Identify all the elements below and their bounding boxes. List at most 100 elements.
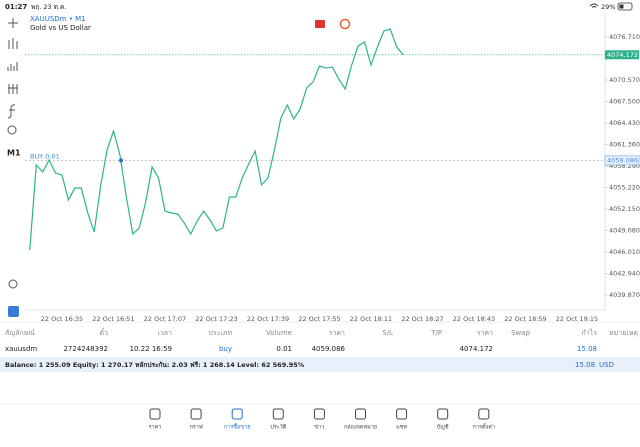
tab-icon <box>272 408 284 420</box>
column-header: T/P <box>430 329 442 337</box>
tab[interactable]: ข่าว <box>313 408 325 431</box>
y-tick-label: 4058.290 <box>609 162 640 170</box>
entry-marker <box>119 158 123 163</box>
column-header: เวลา <box>157 329 172 337</box>
y-tick-label: 4042.940 <box>609 270 640 278</box>
toolbar <box>7 18 18 289</box>
order-label: BUY 0.01 <box>30 152 60 160</box>
order-price-label: 4059.086 <box>607 156 638 164</box>
tab-icon <box>478 408 490 420</box>
objects-tool[interactable] <box>7 125 17 135</box>
indicators-tool[interactable] <box>7 62 18 71</box>
x-tick-label: 22 Oct 17:23 <box>195 315 237 323</box>
table-cell: 10.22 16:59 <box>130 345 172 353</box>
x-tick-label: 22 Oct 18:59 <box>504 315 546 323</box>
x-tick-label: 22 Oct 16:35 <box>41 315 83 323</box>
tab-label: ข่าว <box>314 425 324 431</box>
column-header: หมายเหตุ <box>609 329 638 337</box>
x-tick-label: 22 Oct 17:39 <box>247 315 289 323</box>
tab-label: ราคา <box>149 425 162 431</box>
function-tool[interactable] <box>7 104 16 119</box>
tab[interactable]: การซื้อขาย <box>224 408 250 431</box>
tab[interactable]: บัญชี <box>437 408 449 431</box>
y-tick-label: 4067.500 <box>609 98 640 106</box>
tab-label: การซื้อขาย <box>224 423 250 431</box>
crosshair-tool[interactable] <box>8 18 18 28</box>
table-cell: 15.08 <box>577 345 597 353</box>
tab-icon <box>190 408 202 420</box>
tab[interactable]: กล่องจดหมาย <box>344 408 377 431</box>
chart-title: XAUUSDm • M1 <box>30 15 86 23</box>
x-tick-label: 22 Oct 18:43 <box>453 315 495 323</box>
candles-tool[interactable] <box>8 38 18 49</box>
column-header: Swap <box>511 329 530 337</box>
one-click-icon[interactable] <box>315 20 325 28</box>
column-header: ตั๋ว <box>100 328 109 337</box>
price-box <box>605 50 639 60</box>
y-tick-label: 4049.080 <box>609 227 640 235</box>
tab-icon <box>149 408 161 420</box>
tab[interactable]: แชท <box>396 408 408 431</box>
y-tick-label: 4052.150 <box>609 205 640 213</box>
account-row <box>0 357 640 372</box>
bars-tool[interactable] <box>8 84 18 94</box>
battery-icon <box>617 2 633 11</box>
y-tick-label: 4055.220 <box>609 184 640 192</box>
chart-subtitle: Gold vs US Dollar <box>30 24 91 32</box>
tab[interactable]: ประวัติ <box>270 408 287 431</box>
table-cell: buy <box>219 345 232 353</box>
x-tick-label: 22 Oct 18:11 <box>350 315 392 323</box>
tab-label: แชท <box>396 424 407 431</box>
tab-label: ประวัติ <box>270 424 286 431</box>
column-header: สัญลักษณ์ <box>5 329 35 337</box>
price-line-series <box>29 28 404 251</box>
tab-label: บัญชี <box>437 424 449 431</box>
status-date: พฤ. 23 ต.ค. <box>31 3 66 11</box>
zoom-tool[interactable] <box>8 279 18 289</box>
y-tick-label: 4061.360 <box>609 141 640 149</box>
status-time: 01:27 <box>5 3 27 11</box>
price-label: 4074.172 <box>607 51 638 59</box>
tab-icon <box>313 408 325 420</box>
y-tick-label: 4064.430 <box>609 119 640 127</box>
tab-label: กราฟ <box>189 424 202 431</box>
account-currency: USD <box>599 361 614 369</box>
table-cell: 4074.172 <box>460 345 493 353</box>
positions-table: สัญลักษณ์ ตั๋ว เวลา ประเภท Volume ราคา S/L T/P ร… <box>5 328 638 353</box>
tab-label: การตั้งค่า <box>473 423 495 431</box>
signal-icon[interactable] <box>339 18 351 30</box>
x-tick-label: 22 Oct 16:51 <box>92 315 134 323</box>
x-tick-label: 22 Oct 19:15 <box>556 315 598 323</box>
y-tick-label: 4070.570 <box>609 76 640 84</box>
tab[interactable]: การตั้งค่า <box>473 408 495 431</box>
column-header: ประเภท <box>208 329 232 337</box>
table-cell: 2724248392 <box>63 345 108 353</box>
y-tick-label: 4039.870 <box>609 291 640 299</box>
tab-icon <box>396 408 408 420</box>
tab-icon <box>231 408 243 420</box>
tab[interactable]: กราฟ <box>189 408 203 431</box>
column-header: Volume <box>266 329 292 337</box>
tab[interactable]: ราคา <box>149 408 162 431</box>
table-cell: xauusdm <box>5 345 37 353</box>
tab-icon <box>355 408 366 420</box>
table-cell: 4059.086 <box>312 345 346 353</box>
x-tick-label: 22 Oct 18:27 <box>401 315 443 323</box>
account-summary: Balance: 1 255.09 Equity: 1 270.17 หลักป… <box>5 361 305 369</box>
column-header: S/L <box>382 329 393 337</box>
tab-icon <box>437 408 449 420</box>
y-tick-label: 4076.710 <box>609 33 640 41</box>
tab-bar: ราคา กราฟ การซื้อขาย ประวัติ ข่าว กล่องจดหมาย… <box>149 408 495 431</box>
x-tick-label: 22 Oct 17:55 <box>298 315 340 323</box>
column-header: ราคา <box>477 329 493 337</box>
order-price-box <box>604 155 640 166</box>
tab-label: กล่องจดหมาย <box>344 425 377 431</box>
table-cell: 0.01 <box>276 345 292 353</box>
y-tick-label: 4046.010 <box>609 248 640 256</box>
trade-button[interactable] <box>8 306 19 317</box>
timeframe-button[interactable]: M1 <box>7 149 21 158</box>
battery-level <box>619 4 624 9</box>
